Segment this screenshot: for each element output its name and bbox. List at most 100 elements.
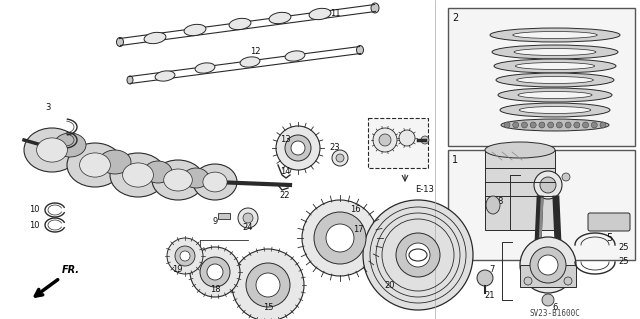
Circle shape [522,122,527,128]
Ellipse shape [285,51,305,61]
Text: 15: 15 [263,303,273,313]
Circle shape [175,246,195,266]
Circle shape [537,257,553,273]
Text: 10: 10 [29,220,40,229]
Ellipse shape [203,172,227,192]
Ellipse shape [67,143,123,187]
Text: 18: 18 [210,286,220,294]
Ellipse shape [99,150,131,174]
FancyBboxPatch shape [218,213,230,219]
Text: 17: 17 [353,226,364,234]
Circle shape [540,177,556,193]
Text: SV23-B1600C: SV23-B1600C [529,308,580,317]
Circle shape [276,126,320,170]
Text: 11: 11 [330,10,340,19]
Circle shape [238,208,258,228]
Text: 23: 23 [330,144,340,152]
Ellipse shape [36,138,67,162]
Ellipse shape [144,32,166,44]
Text: 1: 1 [452,155,458,165]
Ellipse shape [240,57,260,67]
Circle shape [477,270,493,286]
Text: 5: 5 [606,233,612,243]
Text: FR.: FR. [62,265,80,275]
Circle shape [539,122,545,128]
Text: 12: 12 [250,48,260,56]
Ellipse shape [152,160,204,200]
Circle shape [534,171,562,199]
Text: 10: 10 [29,205,40,214]
Circle shape [256,273,280,297]
Circle shape [243,213,253,223]
Circle shape [530,247,566,283]
Circle shape [373,128,397,152]
Circle shape [363,200,473,310]
Ellipse shape [116,38,124,47]
Text: 25: 25 [618,257,628,266]
Ellipse shape [24,128,80,172]
Circle shape [396,233,440,277]
Text: 22: 22 [280,190,291,199]
Circle shape [582,122,589,128]
Circle shape [326,224,354,252]
Circle shape [291,141,305,155]
FancyBboxPatch shape [485,150,555,230]
Circle shape [548,122,554,128]
Ellipse shape [516,77,593,84]
Text: 2: 2 [452,13,458,23]
Circle shape [246,263,290,307]
FancyBboxPatch shape [520,265,576,287]
Circle shape [565,122,571,128]
Ellipse shape [193,164,237,200]
Circle shape [399,130,415,146]
Ellipse shape [518,92,592,99]
Text: 13: 13 [280,136,291,145]
FancyBboxPatch shape [588,213,630,231]
Circle shape [600,122,606,128]
Ellipse shape [110,153,166,197]
Ellipse shape [496,73,614,87]
Text: 24: 24 [243,224,253,233]
Ellipse shape [195,63,215,73]
Text: 25: 25 [618,243,628,253]
Circle shape [285,135,311,161]
Circle shape [302,200,378,276]
Text: 9: 9 [212,218,218,226]
Circle shape [167,238,203,274]
Ellipse shape [229,18,251,30]
Ellipse shape [144,161,172,183]
Ellipse shape [485,142,555,158]
Text: 7: 7 [490,265,495,275]
Text: 14: 14 [280,167,291,176]
Text: 6: 6 [552,303,557,313]
Ellipse shape [513,32,597,39]
Circle shape [541,261,549,269]
Circle shape [524,277,532,285]
Circle shape [336,154,344,162]
Circle shape [574,122,580,128]
Ellipse shape [371,3,379,13]
Circle shape [207,264,223,280]
Circle shape [421,136,429,144]
Ellipse shape [309,8,331,20]
Circle shape [556,122,563,128]
FancyBboxPatch shape [448,150,635,260]
Ellipse shape [127,76,133,84]
Text: E-13: E-13 [415,186,434,195]
Ellipse shape [409,249,427,261]
Circle shape [513,122,519,128]
Text: 16: 16 [349,205,360,214]
Circle shape [379,134,391,146]
Ellipse shape [486,196,500,214]
Ellipse shape [490,28,620,42]
Ellipse shape [155,71,175,81]
Text: 3: 3 [45,103,51,113]
Circle shape [530,122,536,128]
Ellipse shape [184,24,206,36]
Ellipse shape [519,107,591,114]
Ellipse shape [492,45,618,59]
Circle shape [564,277,572,285]
Ellipse shape [515,63,595,70]
Circle shape [232,249,304,319]
Text: 19: 19 [172,265,182,275]
